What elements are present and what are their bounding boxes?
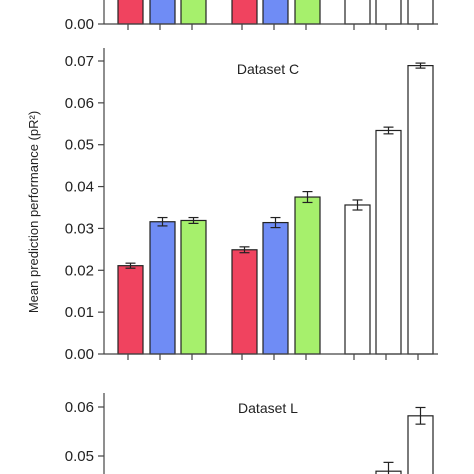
bar [180, 0, 207, 25]
y-tick-label: 0.00 [65, 346, 94, 363]
bar [149, 221, 176, 355]
bar [180, 219, 207, 355]
plot-area [117, 0, 434, 25]
y-tick-label: 0.07 [65, 53, 94, 70]
bar [231, 249, 258, 355]
panel-dataset-l: 0.05 0.06 Dataset L [65, 393, 434, 474]
bar [407, 0, 434, 25]
y-tick-label: 0.05 [65, 137, 94, 154]
bar [231, 0, 258, 25]
y-tick-label: 0.00 [65, 16, 94, 33]
bar [262, 221, 289, 355]
y-tick-label: 0.04 [65, 179, 94, 196]
bar [262, 0, 289, 25]
bar [344, 204, 371, 355]
bar [294, 196, 321, 355]
plot-area [375, 406, 434, 474]
plot-area [117, 62, 434, 355]
panel-title: Dataset C [237, 61, 299, 77]
panel-dataset-c: 0.00 0.01 0.02 0.03 0.04 0.05 0.06 0.07 Dataset … [65, 48, 438, 363]
y-tick-label: 0.06 [65, 95, 94, 112]
y-tick-label: 0.01 [65, 304, 94, 321]
bar [375, 0, 402, 25]
bar [117, 265, 144, 355]
panel-title: Dataset L [238, 400, 298, 416]
bar [294, 0, 321, 25]
y-tick-label: 0.03 [65, 220, 94, 237]
y-tick-label: 0.06 [65, 399, 94, 416]
bar [117, 0, 144, 25]
bar [149, 0, 176, 25]
y-axis-label: Mean prediction performance (pR²) [26, 111, 41, 313]
panel-top: 0.00 [65, 0, 438, 33]
bar [407, 65, 434, 355]
bar [344, 0, 371, 25]
bar [375, 129, 402, 355]
y-tick-label: 0.02 [65, 262, 94, 279]
y-tick-label: 0.05 [65, 448, 94, 465]
